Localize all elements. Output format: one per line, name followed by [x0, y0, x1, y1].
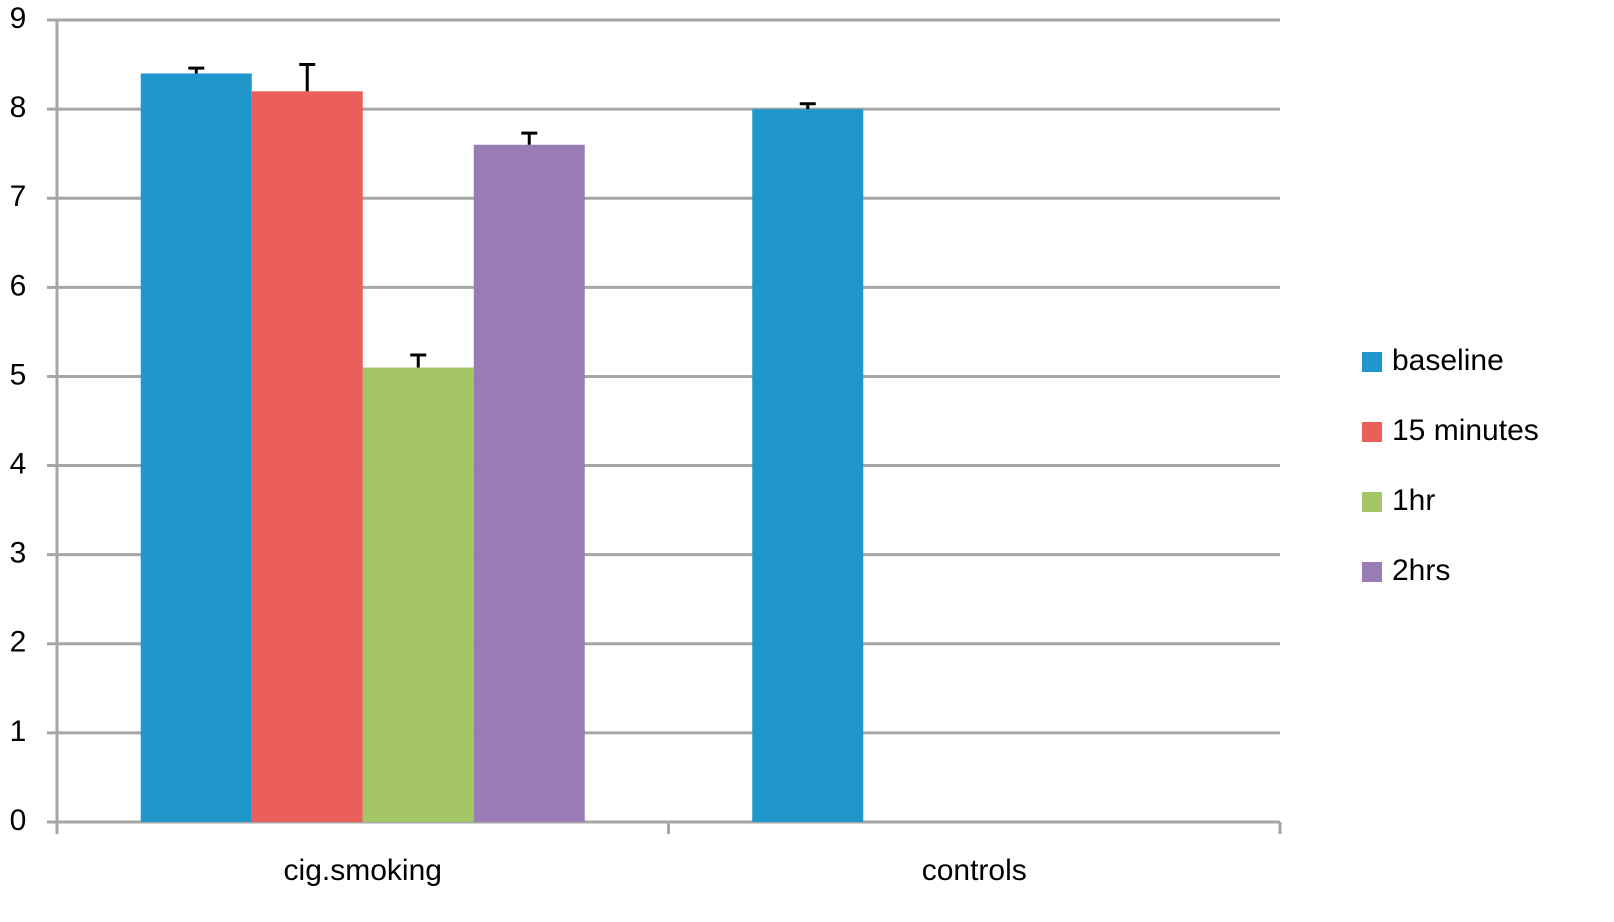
y-tick-label: 0 [10, 804, 27, 837]
y-tick-label: 7 [10, 180, 27, 213]
error-bar [521, 131, 538, 145]
legend-swatch [1362, 562, 1382, 582]
error-bar [799, 102, 816, 110]
y-tick-label: 6 [10, 269, 27, 302]
y-tick-label: 8 [10, 91, 27, 124]
error-bar [188, 66, 205, 74]
legend-label: 1hr [1392, 484, 1435, 517]
legend-label: baseline [1392, 344, 1504, 377]
y-tick-label: 4 [10, 447, 27, 480]
error-bar [299, 63, 316, 92]
bar [473, 144, 585, 822]
bar [251, 91, 363, 823]
bar [140, 73, 252, 822]
legend-swatch [1362, 492, 1382, 512]
bar [362, 367, 474, 822]
error-bar [410, 353, 427, 368]
bar [752, 109, 864, 823]
y-tick-label: 1 [10, 715, 27, 748]
legend-label: 15 minutes [1392, 414, 1539, 447]
legend-swatch [1362, 352, 1382, 372]
y-tick-label: 5 [10, 358, 27, 391]
legend-label: 2hrs [1392, 554, 1450, 587]
legend-swatch [1362, 422, 1382, 442]
y-tick-label: 9 [10, 2, 27, 35]
x-tick-label: controls [922, 854, 1027, 887]
y-tick-label: 3 [10, 537, 27, 570]
y-tick-label: 2 [10, 626, 27, 659]
x-tick-label: cig.smoking [284, 854, 442, 887]
